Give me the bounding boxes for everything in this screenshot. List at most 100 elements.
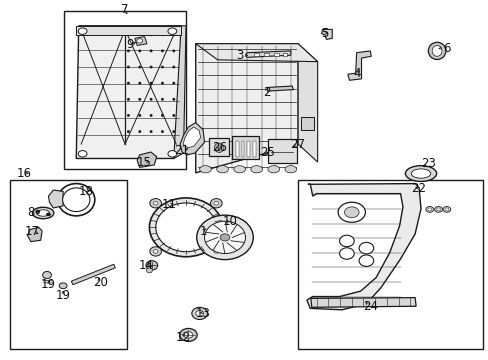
Ellipse shape	[267, 166, 279, 173]
Text: 14: 14	[138, 259, 153, 272]
Polygon shape	[266, 86, 293, 91]
Ellipse shape	[78, 28, 87, 35]
Bar	[253, 140, 256, 157]
Ellipse shape	[62, 188, 90, 212]
Ellipse shape	[172, 33, 175, 36]
Ellipse shape	[442, 207, 450, 212]
Ellipse shape	[37, 210, 49, 216]
Ellipse shape	[250, 166, 262, 173]
Ellipse shape	[149, 130, 152, 133]
Text: 20: 20	[93, 276, 108, 289]
Ellipse shape	[149, 199, 161, 208]
Polygon shape	[48, 190, 63, 208]
Ellipse shape	[172, 49, 175, 52]
Text: 23: 23	[421, 157, 435, 170]
Ellipse shape	[220, 234, 229, 241]
Ellipse shape	[32, 207, 54, 219]
Ellipse shape	[146, 268, 152, 273]
Bar	[254, 53, 259, 56]
Bar	[298, 180, 483, 348]
Text: 22: 22	[411, 183, 426, 195]
Ellipse shape	[216, 166, 228, 173]
Polygon shape	[76, 26, 181, 158]
Ellipse shape	[149, 114, 152, 117]
Ellipse shape	[138, 114, 141, 117]
Polygon shape	[321, 30, 331, 40]
Ellipse shape	[210, 199, 222, 208]
Text: 27: 27	[289, 138, 304, 151]
Ellipse shape	[161, 114, 163, 117]
Text: 10: 10	[222, 215, 237, 228]
Ellipse shape	[138, 98, 141, 101]
Ellipse shape	[172, 82, 175, 85]
Ellipse shape	[127, 82, 130, 85]
Text: 25: 25	[260, 145, 275, 158]
Ellipse shape	[405, 166, 436, 181]
Ellipse shape	[339, 235, 353, 247]
Ellipse shape	[35, 210, 40, 213]
Ellipse shape	[138, 82, 141, 85]
Text: 19: 19	[41, 278, 56, 291]
Ellipse shape	[195, 311, 203, 316]
Bar	[267, 139, 297, 163]
Ellipse shape	[138, 130, 141, 133]
Polygon shape	[347, 51, 370, 80]
Ellipse shape	[431, 45, 441, 56]
Ellipse shape	[358, 255, 373, 266]
Ellipse shape	[434, 207, 442, 212]
Text: 2: 2	[262, 86, 270, 99]
Text: 21: 21	[174, 144, 189, 157]
Bar	[273, 53, 278, 56]
Ellipse shape	[59, 283, 67, 289]
Bar	[264, 53, 268, 56]
Text: 9: 9	[126, 38, 133, 51]
Ellipse shape	[161, 82, 163, 85]
Ellipse shape	[161, 66, 163, 68]
Ellipse shape	[153, 202, 158, 205]
Ellipse shape	[127, 130, 130, 133]
Ellipse shape	[425, 207, 433, 212]
Bar	[300, 117, 314, 130]
Bar	[235, 140, 238, 157]
Ellipse shape	[149, 198, 222, 257]
Ellipse shape	[191, 307, 207, 319]
Ellipse shape	[196, 215, 253, 260]
Ellipse shape	[344, 207, 358, 218]
Ellipse shape	[127, 66, 130, 68]
Ellipse shape	[167, 28, 176, 35]
Ellipse shape	[149, 66, 152, 68]
Ellipse shape	[172, 130, 175, 133]
Ellipse shape	[149, 33, 152, 36]
Text: 3: 3	[235, 49, 243, 62]
Ellipse shape	[204, 221, 245, 253]
Polygon shape	[195, 44, 298, 173]
Ellipse shape	[161, 130, 163, 133]
Ellipse shape	[78, 150, 87, 157]
Ellipse shape	[233, 166, 245, 173]
Bar	[76, 26, 181, 35]
Ellipse shape	[138, 66, 141, 68]
Ellipse shape	[149, 247, 161, 256]
Ellipse shape	[42, 271, 51, 279]
Ellipse shape	[127, 114, 130, 117]
Text: 6: 6	[442, 41, 449, 54]
Text: 8: 8	[27, 207, 35, 220]
Polygon shape	[71, 264, 115, 285]
Ellipse shape	[427, 42, 445, 59]
Ellipse shape	[146, 261, 158, 270]
Ellipse shape	[179, 328, 197, 341]
Ellipse shape	[172, 114, 175, 117]
Ellipse shape	[127, 49, 130, 52]
Bar	[64, 12, 185, 169]
Ellipse shape	[427, 208, 431, 211]
Bar	[232, 136, 259, 159]
Polygon shape	[173, 26, 185, 158]
Bar	[10, 180, 127, 348]
Polygon shape	[180, 123, 204, 155]
Ellipse shape	[358, 242, 373, 254]
Polygon shape	[137, 152, 157, 167]
Polygon shape	[245, 51, 290, 57]
Bar	[282, 53, 287, 56]
Text: 26: 26	[211, 140, 226, 153]
Text: 11: 11	[161, 198, 176, 211]
